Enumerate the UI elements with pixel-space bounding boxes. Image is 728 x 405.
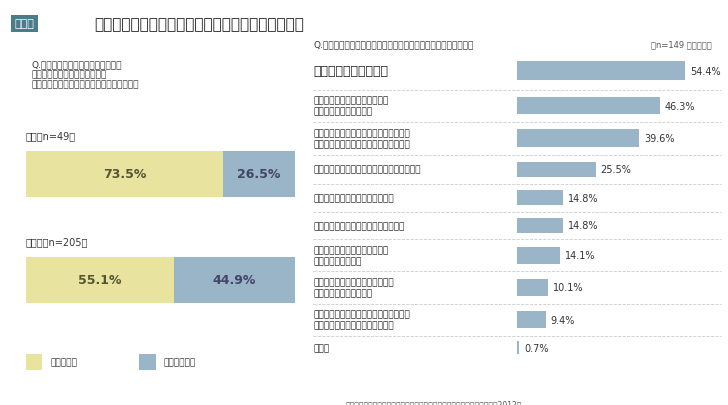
- FancyBboxPatch shape: [517, 191, 563, 205]
- Text: 55.1%: 55.1%: [78, 273, 122, 286]
- Text: 14.8%: 14.8%: [568, 221, 598, 231]
- Text: 異動・配置先でパフォーマンスを
あげられない人材が多い: 異動・配置先でパフォーマンスを あげられない人材が多い: [313, 278, 394, 298]
- Text: 46.3%: 46.3%: [665, 101, 695, 111]
- Text: 行っている: 行っている: [50, 357, 77, 367]
- Text: 14.8%: 14.8%: [568, 193, 598, 203]
- Text: 25.5%: 25.5%: [601, 165, 631, 175]
- FancyBboxPatch shape: [517, 247, 561, 264]
- FancyBboxPatch shape: [25, 354, 42, 370]
- Text: 異動・配置が計画的ではなく、
場当たり的になっている: 異動・配置が計画的ではなく、 場当たり的になっている: [313, 96, 388, 116]
- Text: 0.7%: 0.7%: [524, 343, 548, 353]
- Text: Q.経営人材候補の育成を目的とした
　異動・配置を行っていますか
　（自社の経営人材育成に対する満足度別）: Q.経営人材候補の育成を目的とした 異動・配置を行っていますか （自社の経営人材…: [32, 60, 139, 90]
- Text: 26.5%: 26.5%: [237, 168, 281, 181]
- FancyBboxPatch shape: [517, 62, 685, 81]
- FancyBboxPatch shape: [517, 279, 548, 296]
- FancyBboxPatch shape: [517, 162, 596, 177]
- Text: 行っていない: 行っていない: [163, 357, 195, 367]
- Text: Q.経営人材候補の育成を目的とした異動・配置の課題は何ですか: Q.経営人材候補の育成を目的とした異動・配置の課題は何ですか: [313, 40, 473, 49]
- Text: その他: その他: [313, 343, 329, 352]
- FancyBboxPatch shape: [174, 257, 295, 303]
- Text: 異動・配置のために必要なポストが足りない: 異動・配置のために必要なポストが足りない: [313, 165, 421, 174]
- Text: 経営人材候補の育成を目的とした異動・配置の実態: 経営人材候補の育成を目的とした異動・配置の実態: [95, 17, 304, 32]
- Text: 満足（n=49）: 満足（n=49）: [25, 131, 76, 141]
- FancyBboxPatch shape: [139, 354, 156, 370]
- FancyBboxPatch shape: [25, 257, 174, 303]
- FancyBboxPatch shape: [517, 130, 639, 147]
- FancyBboxPatch shape: [223, 151, 295, 197]
- Text: 不満足（n=205）: 不満足（n=205）: [25, 237, 88, 246]
- Text: 73.5%: 73.5%: [103, 168, 146, 181]
- Text: 14.1%: 14.1%: [566, 251, 596, 261]
- FancyBboxPatch shape: [517, 341, 519, 354]
- Text: 高いポジションへの抜擢人事に
否定的な風土がある: 高いポジションへの抜擢人事に 否定的な風土がある: [313, 246, 388, 266]
- Text: 図表２: 図表２: [15, 19, 34, 29]
- Text: （n=149 複数選択）: （n=149 複数選択）: [652, 40, 712, 49]
- Text: 現場が人を手放さない: 現場が人を手放さない: [313, 65, 388, 78]
- FancyBboxPatch shape: [517, 219, 563, 233]
- Text: 現場が異動・配置に否定的である: 現場が異動・配置に否定的である: [313, 194, 394, 202]
- Text: 異動・配置での学びを活かす場がない: 異動・配置での学びを活かす場がない: [313, 222, 405, 230]
- Text: 39.6%: 39.6%: [644, 134, 675, 144]
- FancyBboxPatch shape: [517, 98, 660, 115]
- Text: 54.4%: 54.4%: [690, 66, 721, 77]
- Text: 9.4%: 9.4%: [551, 315, 575, 325]
- Text: 相対的に年齢の高い人材のポストオフが
でき、若手を配置するポストが作れない: 相対的に年齢の高い人材のポストオフが でき、若手を配置するポストが作れない: [313, 129, 410, 149]
- Text: 出所：リクルートマネジメントソリューションズ「経営人材育成実態調査2012」: 出所：リクルートマネジメントソリューションズ「経営人材育成実態調査2012」: [346, 399, 522, 405]
- FancyBboxPatch shape: [517, 311, 546, 328]
- FancyBboxPatch shape: [25, 151, 223, 197]
- Text: 44.9%: 44.9%: [213, 273, 256, 286]
- Text: 10.1%: 10.1%: [553, 283, 584, 293]
- Text: 失敗させることを恐れ、実力以上の力が
求められる職務への配置をしない: 失敗させることを恐れ、実力以上の力が 求められる職務への配置をしない: [313, 310, 410, 330]
